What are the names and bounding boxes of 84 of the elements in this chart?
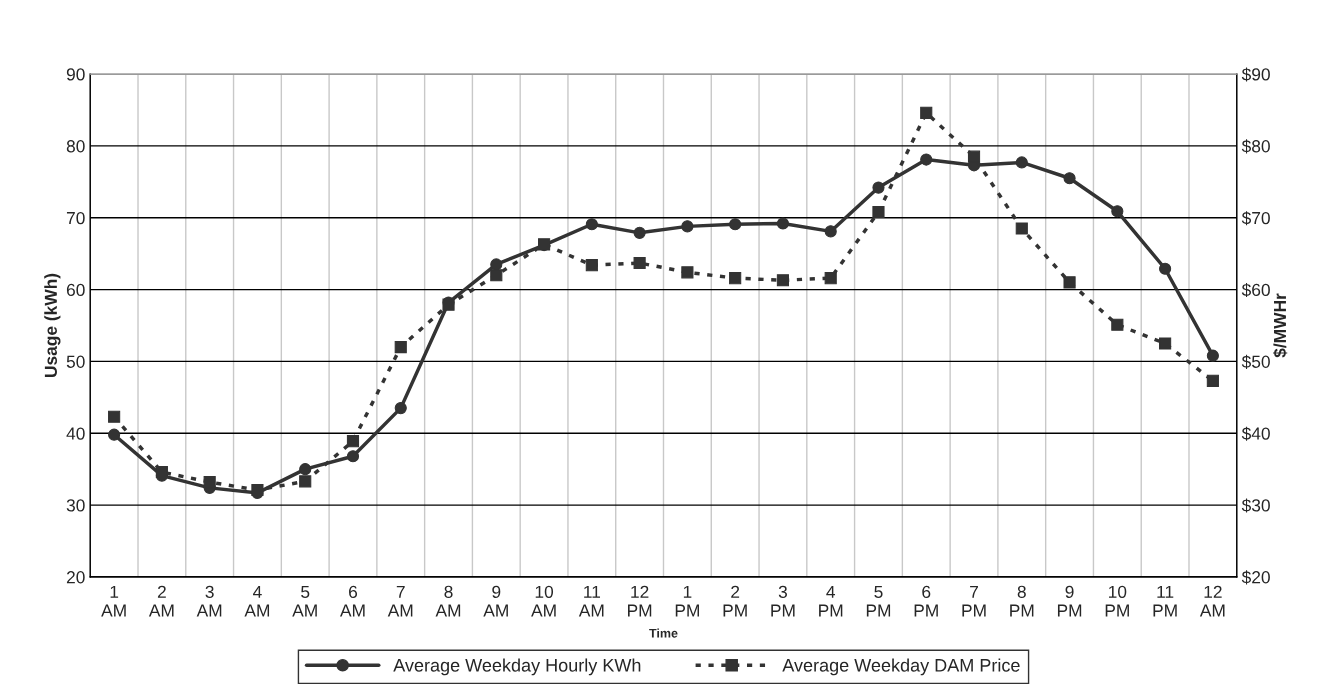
x-tick-label: 1 AM xyxy=(101,585,126,617)
legend-label: Average Weekday DAM Price xyxy=(782,658,1020,676)
point xyxy=(681,220,694,233)
point xyxy=(1015,222,1028,235)
y2-tick-label: $80 xyxy=(1241,139,1270,154)
x-tick-label: 10 AM xyxy=(531,585,556,617)
x-tick-label: 4 PM xyxy=(819,585,843,617)
x-tick-label: 12 PM xyxy=(628,585,652,617)
x-axis-title: Time xyxy=(649,628,678,638)
x-tick-label: 10 PM xyxy=(1105,585,1129,617)
y-tick-label: 90 xyxy=(66,68,85,81)
x-tick-label: 8 AM xyxy=(435,585,461,617)
point xyxy=(872,205,885,219)
x-tick-label: 8 PM xyxy=(1010,585,1034,617)
x-tick-label: 1 PM xyxy=(675,585,699,617)
point xyxy=(633,226,646,239)
point xyxy=(872,181,885,194)
x-tick-label: 2 AM xyxy=(148,585,174,617)
x-tick-label: 4 AM xyxy=(244,585,270,617)
y-tick-label: 20 xyxy=(66,571,85,584)
y2-tick-label: $20 xyxy=(1241,570,1270,585)
y-tick-label: 70 xyxy=(66,211,85,225)
x-tick-label: 5 AM xyxy=(292,585,317,617)
point xyxy=(776,274,790,287)
y-tick-label: 50 xyxy=(66,355,85,368)
y-tick-label: 80 xyxy=(66,140,85,153)
point xyxy=(967,150,981,163)
point xyxy=(346,435,360,448)
y2-tick-label: $90 xyxy=(1241,67,1270,82)
x-tick-label: 11 PM xyxy=(1153,585,1177,617)
y2-axis-title: $/MWHr xyxy=(1273,293,1288,358)
x-tick-label: 7 AM xyxy=(387,585,413,617)
y2-tick-label: $60 xyxy=(1241,283,1270,298)
y-tick-label: 60 xyxy=(66,283,85,297)
point xyxy=(155,465,168,479)
point xyxy=(490,269,503,282)
point xyxy=(1206,374,1219,387)
x-tick-label: 7 PM xyxy=(962,585,986,617)
point xyxy=(1111,205,1124,218)
x-tick-label: 5 PM xyxy=(866,585,891,617)
point xyxy=(1063,276,1076,289)
x-tick-label: 3 AM xyxy=(196,585,222,617)
legend-label: Average Weekday Hourly KWh xyxy=(393,658,641,676)
x-tick-label: 9 AM xyxy=(483,585,508,617)
point xyxy=(1159,337,1172,350)
point xyxy=(394,340,407,354)
x-tick-label: 2 PM xyxy=(723,585,747,617)
point xyxy=(108,410,121,423)
x-tick-label: 6 PM xyxy=(914,585,938,617)
y-axis-title: Usage (kWh) xyxy=(44,273,61,378)
point xyxy=(585,259,598,272)
point xyxy=(633,256,646,270)
x-tick-label: 6 AM xyxy=(340,585,365,617)
point xyxy=(203,476,216,489)
y-tick-label: 30 xyxy=(66,499,85,512)
point xyxy=(1206,349,1219,362)
x-tick-label: 12 AM xyxy=(1199,585,1225,617)
y2-tick-label: $40 xyxy=(1241,426,1270,441)
point xyxy=(490,258,503,271)
point xyxy=(346,450,360,463)
point xyxy=(1015,156,1028,169)
point xyxy=(1063,172,1076,185)
x-tick-label: 3 PM xyxy=(771,585,795,617)
y-tick-label: 40 xyxy=(66,427,85,440)
y2-tick-label: $30 xyxy=(1241,498,1270,513)
x-tick-label: 9 PM xyxy=(1057,585,1082,617)
point xyxy=(920,106,933,119)
point xyxy=(920,153,933,166)
point xyxy=(299,475,312,488)
point xyxy=(776,217,790,230)
y2-tick-label: $50 xyxy=(1241,354,1270,369)
point xyxy=(585,218,598,231)
point xyxy=(824,225,837,238)
point xyxy=(1111,318,1124,331)
point xyxy=(108,428,121,441)
point xyxy=(729,272,742,285)
point xyxy=(394,402,407,415)
x-tick-label: 11 AM xyxy=(578,585,604,617)
point xyxy=(729,218,742,231)
y2-tick-label: $70 xyxy=(1241,211,1270,226)
point xyxy=(299,463,312,476)
point xyxy=(681,266,694,279)
point xyxy=(824,272,837,285)
point xyxy=(1159,262,1172,275)
